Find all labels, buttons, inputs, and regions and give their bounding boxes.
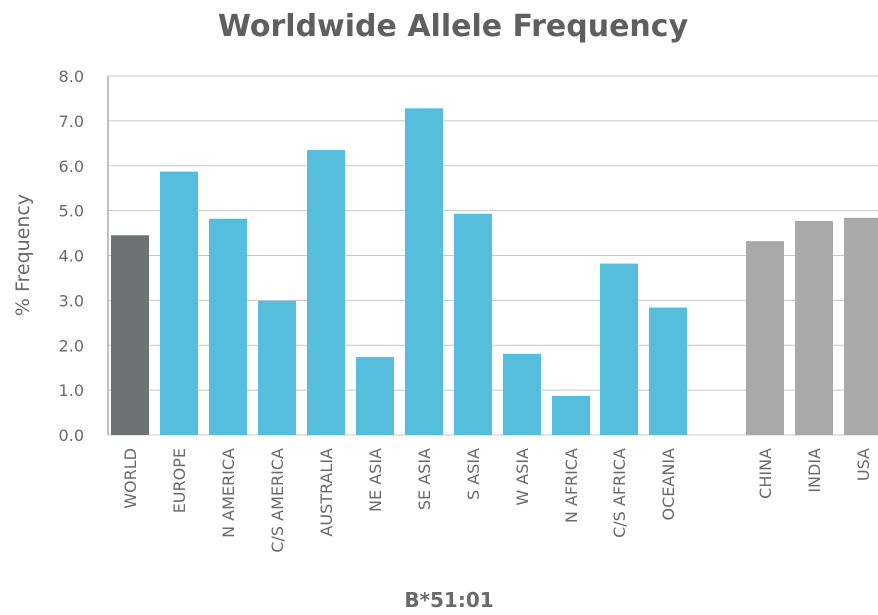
category-label: AUSTRALIA	[317, 448, 336, 537]
y-tick-label: 4.0	[59, 247, 84, 266]
bar-c-s-america	[258, 300, 296, 435]
y-tick-label: 5.0	[59, 202, 84, 221]
x-axis-label: B*51:01	[404, 588, 493, 612]
bar-australia	[307, 150, 345, 435]
category-label: N AFRICA	[562, 448, 581, 523]
bar-ne-asia	[356, 356, 394, 435]
category-label: C/S AFRICA	[610, 448, 629, 538]
category-label: WORLD	[121, 448, 140, 509]
y-tick-labels: 0.0 1.0 2.0 3.0 4.0 5.0 6.0 7.0 8.0	[59, 67, 84, 445]
category-label: USA	[854, 448, 873, 481]
y-tick-label: 6.0	[59, 157, 84, 176]
bar-usa	[844, 217, 878, 435]
category-label: SE ASIA	[415, 448, 434, 510]
bar-oceania	[649, 307, 687, 435]
y-tick-label: 0.0	[59, 426, 84, 445]
bar-n-america	[209, 218, 247, 435]
bar-china	[746, 241, 784, 435]
category-label: W ASIA	[513, 448, 532, 506]
chart-title: Worldwide Allele Frequency	[218, 9, 689, 44]
category-label: EUROPE	[170, 448, 189, 513]
category-label: NE ASIA	[366, 448, 385, 512]
bar-n-africa	[552, 395, 590, 435]
y-tick-label: 8.0	[59, 67, 84, 86]
bars	[111, 108, 878, 436]
category-label: S ASIA	[464, 448, 483, 500]
category-label: N AMERICA	[219, 448, 238, 538]
category-labels: WORLD EUROPE N AMERICA C/S AMERICA AUSTRALIA…	[121, 448, 873, 553]
category-label: C/S AMERICA	[268, 448, 287, 553]
y-tick-label: 7.0	[59, 112, 84, 131]
bar-c-s-africa	[600, 263, 638, 435]
category-label: OCEANIA	[659, 448, 678, 521]
bar-world	[111, 235, 149, 435]
bar-se-asia	[405, 108, 443, 435]
y-tick-label: 1.0	[59, 381, 84, 400]
y-tick-label: 2.0	[59, 336, 84, 355]
bar-w-asia	[503, 353, 541, 435]
y-axis-label: % Frequency	[12, 194, 34, 316]
category-label: CHINA	[756, 448, 775, 499]
category-label: INDIA	[805, 448, 824, 493]
bar-s-asia	[454, 213, 492, 435]
bar-europe	[160, 171, 198, 436]
y-tick-label: 3.0	[59, 291, 84, 310]
bar-india	[795, 220, 833, 435]
